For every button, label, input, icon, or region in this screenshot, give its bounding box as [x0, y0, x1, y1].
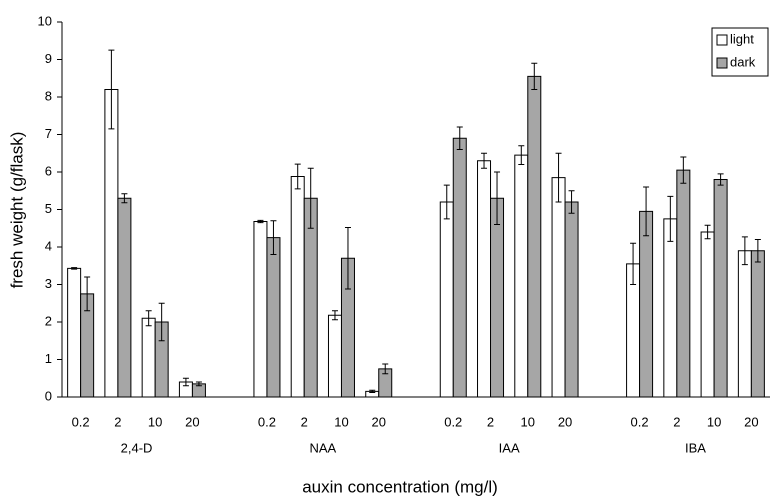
- x-tick-label: 0.2: [444, 414, 462, 429]
- error-bar: [182, 377, 189, 387]
- bar: [67, 267, 82, 398]
- x-tick-label: 10: [334, 414, 348, 429]
- error-bar: [382, 363, 389, 375]
- y-tick-label: 10: [38, 13, 52, 28]
- x-tick-label: 10: [521, 414, 535, 429]
- error-bar: [307, 167, 314, 229]
- legend-swatch: [716, 57, 728, 69]
- error-bar: [369, 389, 376, 393]
- error-bar: [145, 310, 152, 327]
- bar: [141, 317, 156, 398]
- bar: [676, 169, 691, 398]
- error-bar: [443, 184, 450, 220]
- error-bar: [494, 171, 501, 225]
- error-bar: [481, 152, 488, 169]
- x-tick-label: 0.2: [258, 414, 276, 429]
- y-tick-label: 5: [45, 201, 52, 216]
- x-tick-label: 20: [744, 414, 758, 429]
- bar: [551, 177, 566, 398]
- bar: [439, 201, 454, 398]
- error-bar: [717, 173, 724, 186]
- y-tick-label: 0: [45, 388, 52, 403]
- group-label: 2,4-D: [121, 440, 153, 455]
- error-bar: [270, 220, 277, 255]
- error-bar: [643, 186, 650, 237]
- bar: [514, 154, 529, 398]
- bar: [477, 160, 492, 398]
- x-tick-label: 20: [185, 414, 199, 429]
- x-tick-label: 2: [114, 414, 121, 429]
- y-tick-label: 2: [45, 313, 52, 328]
- bar: [700, 231, 715, 398]
- x-tick-label: 20: [558, 414, 572, 429]
- x-tick-label: 2: [673, 414, 680, 429]
- x-tick-label: 20: [372, 414, 386, 429]
- bar: [527, 75, 542, 398]
- bar: [253, 221, 268, 398]
- error-bar: [741, 236, 748, 266]
- group-label: IBA: [685, 440, 706, 455]
- group-label: IAA: [499, 440, 520, 455]
- x-tick-label: 0.2: [72, 414, 90, 429]
- bar: [327, 314, 342, 398]
- y-tick-label: 8: [45, 88, 52, 103]
- x-tick-label: 10: [148, 414, 162, 429]
- error-bar: [158, 302, 165, 342]
- y-tick-label: 4: [45, 238, 52, 253]
- bar: [117, 197, 132, 398]
- error-bar: [667, 195, 674, 242]
- error-bar: [84, 276, 91, 312]
- error-bar: [531, 62, 538, 90]
- error-bar: [555, 152, 562, 203]
- y-tick-label: 9: [45, 51, 52, 66]
- bar: [290, 176, 305, 398]
- x-tick-label: 10: [707, 414, 721, 429]
- legend-label: dark: [730, 54, 756, 69]
- y-axis-label: fresh weight (g/flask): [7, 132, 26, 289]
- y-tick-label: 7: [45, 126, 52, 141]
- legend-label: light: [730, 31, 754, 46]
- legend-swatch: [716, 34, 728, 46]
- group-label: NAA: [309, 440, 336, 455]
- error-bar: [195, 381, 202, 387]
- bar: [713, 179, 728, 398]
- bar: [104, 89, 119, 398]
- y-tick-label: 1: [45, 351, 52, 366]
- bar: [737, 250, 752, 398]
- error-bar: [71, 267, 78, 270]
- bar: [490, 197, 505, 398]
- error-bar: [294, 163, 301, 190]
- error-bar: [331, 310, 338, 321]
- y-tick-label: 6: [45, 163, 52, 178]
- x-tick-label: 2: [487, 414, 494, 429]
- error-bar: [680, 156, 687, 184]
- error-bar: [456, 126, 463, 150]
- x-tick-label: 2: [301, 414, 308, 429]
- y-tick-label: 3: [45, 276, 52, 291]
- bar: [639, 210, 654, 398]
- bar: [266, 237, 281, 398]
- error-bar: [630, 242, 637, 285]
- error-bar: [704, 224, 711, 240]
- bar: [452, 137, 467, 398]
- error-bar: [518, 145, 525, 165]
- bar: [750, 250, 765, 398]
- x-axis-label: auxin concentration (mg/l): [302, 477, 498, 496]
- error-bar: [754, 239, 761, 263]
- error-bar: [257, 219, 264, 224]
- error-bar: [568, 190, 575, 214]
- bar: [564, 201, 579, 398]
- bar: [663, 218, 678, 398]
- x-tick-label: 0.2: [631, 414, 649, 429]
- error-bar: [108, 49, 115, 130]
- error-bar: [121, 193, 128, 204]
- error-bar: [344, 227, 351, 290]
